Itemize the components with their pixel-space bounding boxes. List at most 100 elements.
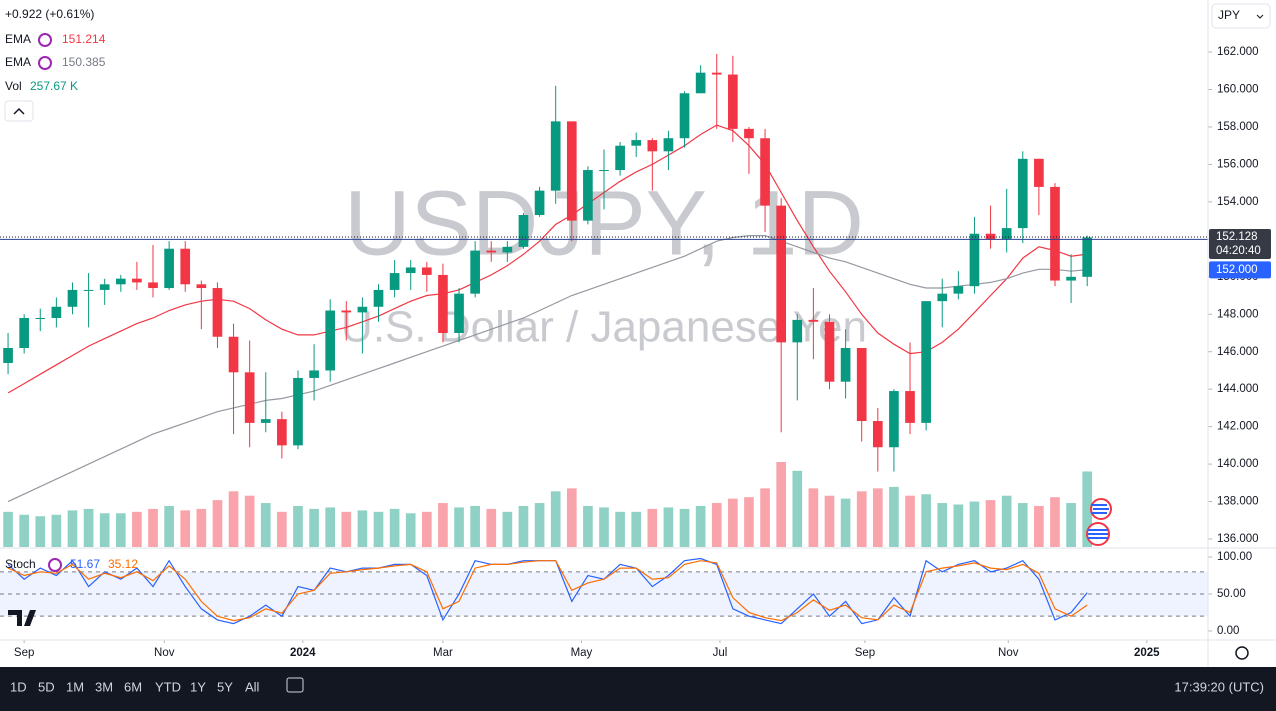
volume-bar bbox=[502, 511, 513, 547]
plot: 136.000 138.000 140.000 142.000 144.000 146.0… bbox=[0, 46, 1271, 659]
volume-bar bbox=[550, 491, 561, 547]
candle-body bbox=[921, 301, 931, 423]
candle-body bbox=[244, 372, 255, 423]
candle-body bbox=[808, 319, 819, 322]
volume-bar bbox=[1082, 471, 1093, 547]
volume-bar bbox=[373, 511, 384, 547]
volume-bar bbox=[905, 495, 915, 547]
candle-body bbox=[953, 286, 964, 294]
volume-bar bbox=[1050, 497, 1060, 547]
volume-bar bbox=[744, 497, 754, 547]
watermark-description: U.S. Dollar / Japanese Yen bbox=[341, 303, 867, 352]
candle-body bbox=[679, 93, 690, 139]
volume-bar bbox=[421, 511, 432, 547]
settings-icon[interactable] bbox=[1235, 646, 1249, 660]
candle-body bbox=[148, 282, 158, 289]
currency: JPY bbox=[1218, 8, 1240, 22]
y-tick-label: 136.000 bbox=[1217, 533, 1259, 545]
candle-body bbox=[760, 138, 770, 206]
candle-body bbox=[615, 145, 625, 171]
volume-bar bbox=[438, 503, 448, 547]
candle-body bbox=[1001, 228, 1012, 240]
volume-bar bbox=[679, 508, 690, 547]
x-tick-label: 2024 bbox=[290, 647, 316, 659]
candle-body bbox=[744, 128, 754, 139]
stoch-line bbox=[7, 560, 1088, 622]
volume-bar bbox=[389, 508, 400, 547]
candle-body bbox=[51, 306, 62, 319]
candle-body bbox=[663, 138, 674, 152]
range-button[interactable]: All bbox=[245, 679, 260, 694]
range-button[interactable]: 6M bbox=[124, 679, 142, 694]
x-tick-label: Nov bbox=[154, 647, 175, 659]
range-button[interactable]: 1M bbox=[66, 679, 84, 694]
volume-bar bbox=[244, 495, 255, 547]
event-badges[interactable] bbox=[1086, 498, 1112, 546]
volume-bar bbox=[921, 494, 931, 547]
currency-box[interactable] bbox=[1211, 3, 1271, 29]
stoch-d-value: 35.12 bbox=[108, 557, 138, 571]
toolbar-items: 17:39:20 (UTC) 1D 5D 1M 3M 6M YTD 1Y 5Y All bbox=[10, 677, 1264, 694]
candle-body bbox=[373, 289, 384, 307]
volume-bar bbox=[889, 486, 899, 547]
indicator-name: Vol bbox=[5, 79, 22, 93]
volume-bar bbox=[341, 511, 352, 547]
candle-body bbox=[421, 267, 432, 275]
candle-body bbox=[309, 370, 319, 378]
range-button[interactable]: 5Y bbox=[217, 679, 233, 694]
candle-body bbox=[937, 293, 948, 302]
volume-bar bbox=[647, 508, 658, 547]
volume-bar bbox=[212, 500, 223, 547]
volume-bar bbox=[260, 503, 271, 547]
change: +0.922 (+0.61%) bbox=[5, 7, 94, 21]
volume-bar bbox=[132, 511, 142, 547]
stoch-k-value: 51.67 bbox=[70, 557, 100, 571]
y-tick-label: 50.00 bbox=[1217, 588, 1246, 600]
y-tick-label: 158.000 bbox=[1217, 121, 1259, 133]
volume-bar bbox=[1034, 505, 1044, 547]
range-button[interactable]: 5D bbox=[38, 679, 55, 694]
candle-body bbox=[502, 246, 513, 253]
candle-body bbox=[293, 377, 303, 446]
candle-body bbox=[325, 310, 336, 371]
candle-body bbox=[518, 215, 529, 247]
volume-bar bbox=[953, 504, 964, 547]
legend: +0.922 (+0.61%) EMA 151.214 EMA 150.385 … bbox=[4, 7, 106, 122]
collapse-button[interactable] bbox=[4, 100, 34, 122]
volume-bar bbox=[148, 508, 158, 547]
candle-body bbox=[164, 248, 174, 289]
clock: 17:39:20 (UTC) bbox=[1174, 679, 1264, 694]
volume-bar bbox=[566, 488, 577, 547]
candle-body bbox=[969, 233, 980, 287]
volume-bar bbox=[583, 505, 593, 547]
range-button[interactable]: 1D bbox=[10, 679, 27, 694]
candle-body bbox=[583, 170, 593, 221]
countdown: 04:20:40 bbox=[1216, 245, 1261, 257]
range-button[interactable]: YTD bbox=[155, 679, 181, 694]
volume-bar bbox=[228, 491, 239, 547]
candle-body bbox=[405, 267, 416, 274]
indicator-icon[interactable] bbox=[48, 558, 62, 572]
volume-bar bbox=[1066, 503, 1076, 547]
candle-body bbox=[180, 248, 191, 285]
range-button[interactable]: 1Y bbox=[190, 679, 206, 694]
y-tick-label: 146.000 bbox=[1217, 346, 1259, 358]
y-tick-label: 100.00 bbox=[1217, 551, 1252, 563]
tv-logo bbox=[8, 610, 36, 626]
candle-body bbox=[99, 284, 110, 290]
currency-select[interactable]: JPY bbox=[1211, 3, 1271, 29]
volume-bar bbox=[631, 511, 642, 547]
indicator-icon[interactable] bbox=[38, 33, 52, 47]
x-tick-label: May bbox=[571, 647, 593, 659]
candle-body bbox=[277, 419, 287, 446]
volume-bar bbox=[663, 507, 674, 547]
volume-bar bbox=[486, 508, 497, 547]
candle-body bbox=[1050, 186, 1060, 281]
x-tick-label: Nov bbox=[998, 647, 1019, 659]
volume-bar bbox=[83, 508, 94, 547]
indicator-icon[interactable] bbox=[38, 56, 52, 70]
range-button[interactable]: 3M bbox=[95, 679, 113, 694]
date-range-icon[interactable] bbox=[286, 677, 304, 693]
y-tick-label: 154.000 bbox=[1217, 196, 1259, 208]
